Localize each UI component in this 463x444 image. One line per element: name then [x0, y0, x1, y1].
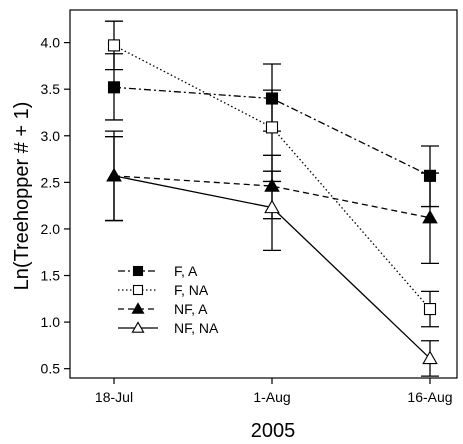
x-tick-label: 16-Aug: [407, 389, 452, 405]
data-point-marker: [264, 199, 280, 214]
y-axis: 0.5 1.0 1.5 2.0 2.5 3.0 3.5 4.0: [41, 35, 70, 377]
data-point-marker: [422, 350, 438, 365]
error-bar-group: [105, 136, 439, 377]
data-point-marker: [132, 265, 144, 277]
x-tick-label: 1-Aug: [253, 389, 290, 405]
legend-item: F, NA: [118, 282, 209, 298]
data-point-marker: [422, 209, 438, 224]
y-tick-label: 4.0: [41, 35, 61, 51]
legend-label: NF, A: [174, 301, 208, 317]
legend-label: F, NA: [174, 282, 209, 298]
x-tick-label: 18-Jul: [95, 389, 133, 405]
data-point-marker: [107, 81, 121, 94]
y-tick-label: 2.5: [41, 174, 61, 190]
legend-label: F, A: [174, 263, 198, 279]
data-point-marker: [106, 167, 122, 182]
y-tick-label: 1.5: [41, 268, 61, 284]
legend-item: NF, A: [118, 301, 208, 317]
data-point-marker: [132, 284, 144, 296]
plot-frame: [69, 9, 458, 379]
y-tick-label: 3.5: [41, 81, 61, 97]
y-tick-label: 3.0: [41, 128, 61, 144]
legend-item: NF, NA: [118, 320, 219, 336]
data-point-marker: [265, 121, 279, 134]
series-line: [113, 175, 431, 219]
y-axis-title: Ln(Treehopper # + 1): [11, 102, 33, 291]
x-axis-title: 2005: [251, 420, 296, 442]
x-axis: 18-Jul 1-Aug 16-Aug: [95, 378, 453, 405]
y-tick-label: 2.0: [41, 221, 61, 237]
series-group: [106, 167, 438, 224]
data-point-marker: [423, 169, 437, 182]
series-line: [113, 86, 431, 177]
y-tick-label: 0.5: [41, 361, 61, 377]
data-point-marker: [264, 178, 280, 192]
series-layer: [105, 20, 439, 377]
legend: F, A F, NA NF, A NF, NA: [118, 263, 219, 336]
data-point-marker: [107, 39, 121, 52]
series-group: [107, 39, 437, 316]
data-point-marker: [131, 321, 145, 333]
data-point-marker: [423, 303, 437, 316]
legend-item: F, A: [118, 263, 198, 279]
legend-label: NF, NA: [174, 320, 219, 336]
data-point-marker: [131, 302, 145, 314]
data-point-marker: [265, 92, 279, 105]
y-tick-label: 1.0: [41, 314, 61, 330]
series-group: [107, 81, 437, 182]
